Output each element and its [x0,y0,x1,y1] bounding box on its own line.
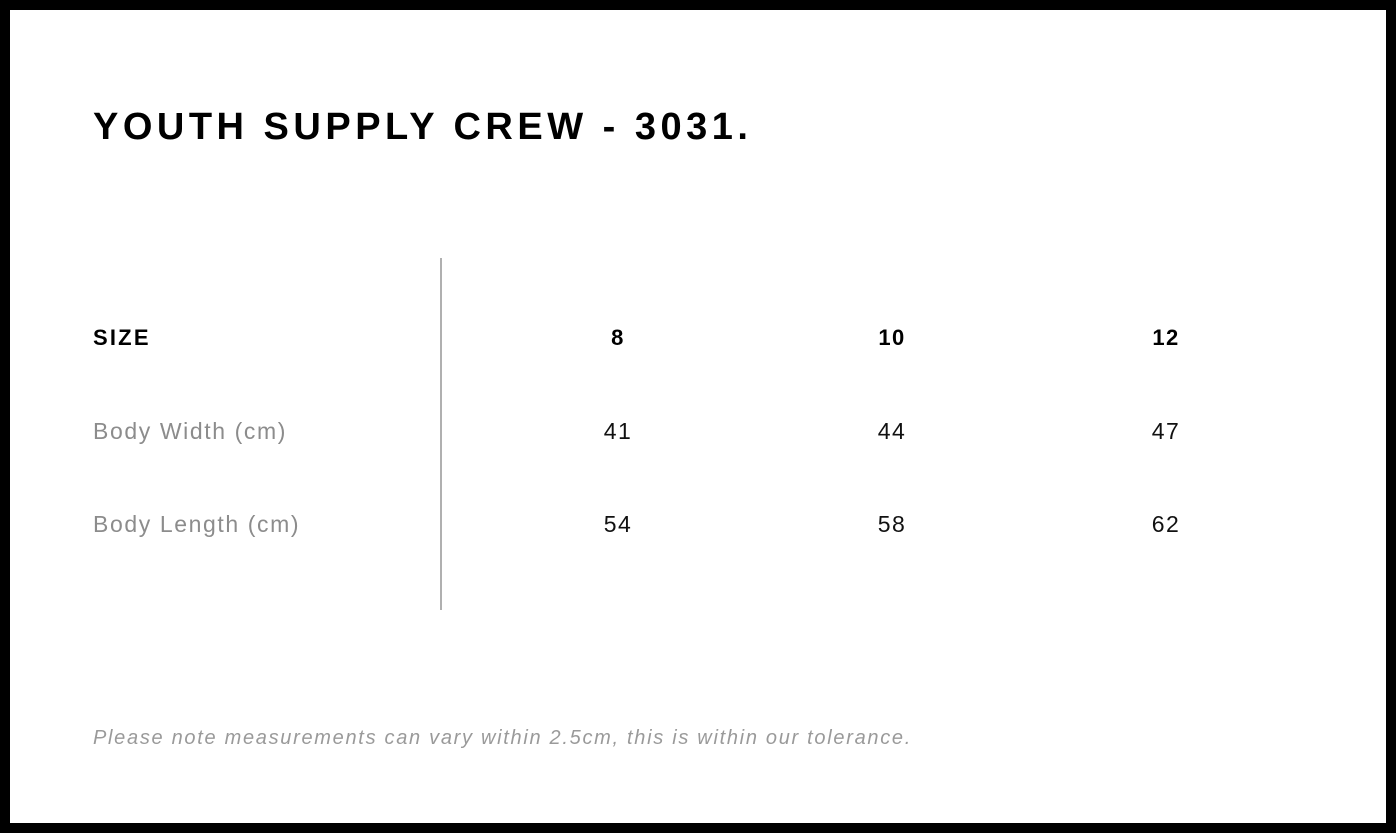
measurement-value: 54 [603,511,633,537]
measurement-value: 58 [877,511,907,537]
size-header-label: SIZE [93,325,151,350]
measurement-label: Body Width (cm) [93,418,287,444]
table-row: Body Width (cm) 41 44 47 [10,416,1386,446]
tolerance-footnote: Please note measurements can vary within… [93,727,912,749]
size-chart-card: YOUTH SUPPLY CREW - 3031. SIZE 8 10 12 B… [10,10,1386,823]
size-header-cell: 10 [878,325,906,350]
measurement-value: 62 [1151,511,1181,537]
page-title: YOUTH SUPPLY CREW - 3031. [93,106,753,148]
measurement-label: Body Length (cm) [93,511,301,537]
table-row: Body Length (cm) 54 58 62 [10,509,1386,539]
measurement-value: 41 [603,418,633,444]
size-header-cell: 12 [1152,325,1180,350]
measurement-value: 47 [1151,418,1181,444]
size-header-cell: 8 [611,325,625,350]
table-header-row: SIZE 8 10 12 [10,323,1386,353]
measurement-value: 44 [877,418,907,444]
column-divider [440,258,442,610]
